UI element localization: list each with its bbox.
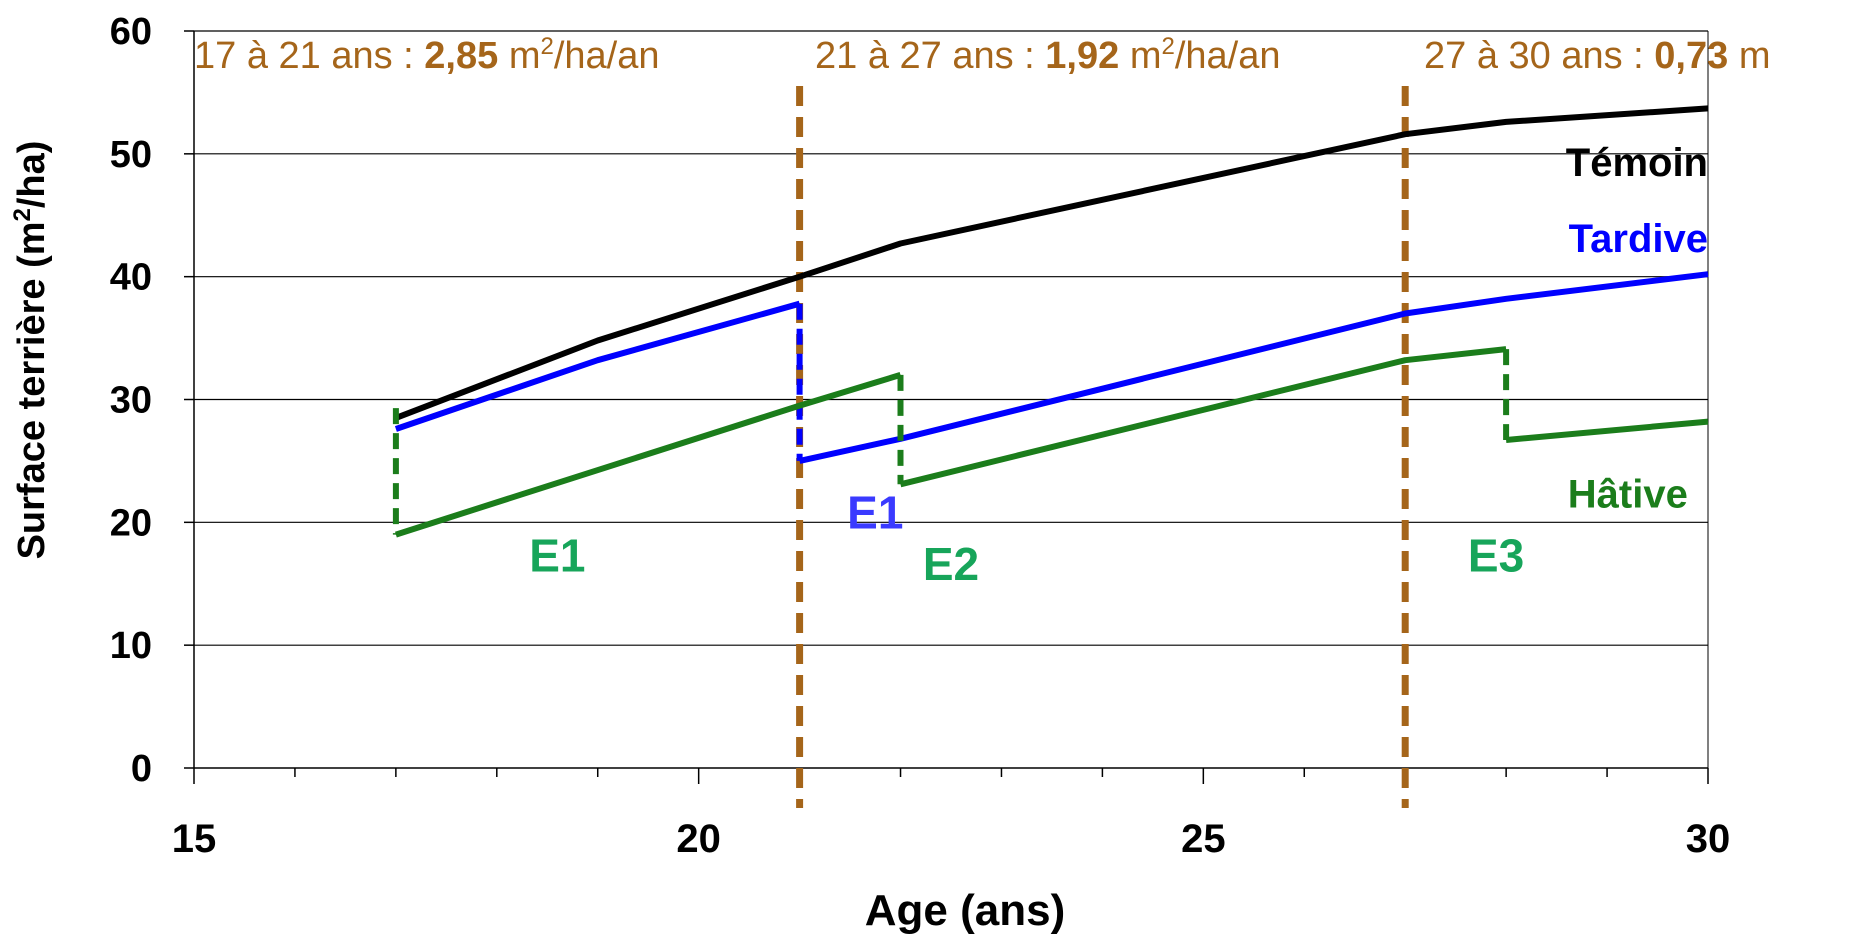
- axes: 0 10 20 30 40 50 60 15 20 25 30: [110, 11, 1731, 861]
- x-tick-label: 25: [1181, 817, 1226, 861]
- series-line-temoin: [394, 105, 1709, 421]
- period-rate-label: 17 à 21 ans : 2,85 m2/ha/an: [194, 33, 660, 77]
- series: [392, 105, 1709, 538]
- series-label-tardive: Tardive: [1569, 217, 1708, 261]
- y-tick-label: 20: [110, 502, 152, 544]
- y-tick-label: 0: [131, 748, 152, 790]
- y-tick-label: 40: [110, 257, 152, 299]
- series-hative: [392, 346, 1709, 538]
- thinning-label: E2: [923, 538, 979, 590]
- period-lines: 17 à 21 ans : 2,85 m2/ha/an 21 à 27 ans :…: [194, 33, 1770, 808]
- x-axis-title: Age (ans): [865, 886, 1065, 935]
- x-tick-label: 30: [1686, 817, 1731, 861]
- y-tick-label: 60: [110, 11, 152, 53]
- series-line-tardive: [394, 300, 801, 432]
- thinning-label: E3: [1468, 529, 1524, 581]
- y-tick-label: 50: [110, 134, 152, 176]
- period-rate-label: 21 à 27 ans : 1,92 m2/ha/an: [815, 33, 1281, 77]
- series-tardive: [394, 271, 1709, 464]
- thinning-label: E1: [847, 486, 903, 538]
- thinning-label: E1: [529, 529, 585, 581]
- series-label-hative: Hâtive: [1568, 473, 1688, 517]
- labels: Témoin Tardive Hâtive E1 E1 E2 E3: [529, 141, 1708, 590]
- series-temoin: [394, 105, 1709, 421]
- y-tick-label: 30: [110, 380, 152, 422]
- series-label-temoin: Témoin: [1566, 141, 1708, 185]
- y-axis-title: Surface terrière (m2/ha): [9, 141, 53, 560]
- period-rate-label: 27 à 30 ans : 0,73 m: [1424, 35, 1770, 77]
- x-tick-label: 15: [172, 817, 217, 861]
- x-tick-label: 20: [676, 817, 721, 861]
- y-tick-label: 10: [110, 625, 152, 667]
- series-line-hative: [1505, 418, 1709, 443]
